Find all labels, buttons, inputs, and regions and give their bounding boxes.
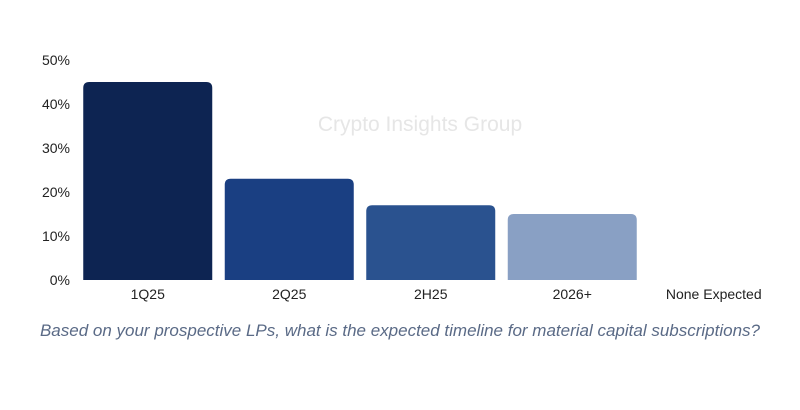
y-tick-label: 40%	[42, 96, 70, 112]
x-tick-label: None Expected	[666, 286, 762, 302]
bar-1q25	[83, 82, 213, 280]
bar-2026-	[507, 214, 637, 280]
y-tick-label: 50%	[42, 52, 70, 68]
y-tick-label: 30%	[42, 140, 70, 156]
watermark: Crypto Insights Group	[318, 113, 522, 136]
x-tick-label: 2Q25	[272, 286, 306, 302]
x-tick-label: 2H25	[414, 286, 448, 302]
chart-title: Based on your prospective LPs, what is t…	[39, 321, 761, 340]
x-tick-label: 2026+	[553, 286, 592, 302]
bar-2h25	[366, 205, 496, 280]
y-tick-label: 0%	[50, 272, 70, 288]
y-tick-label: 10%	[42, 228, 70, 244]
bar-2q25	[224, 178, 354, 280]
y-tick-label: 20%	[42, 184, 70, 200]
x-tick-label: 1Q25	[131, 286, 165, 302]
